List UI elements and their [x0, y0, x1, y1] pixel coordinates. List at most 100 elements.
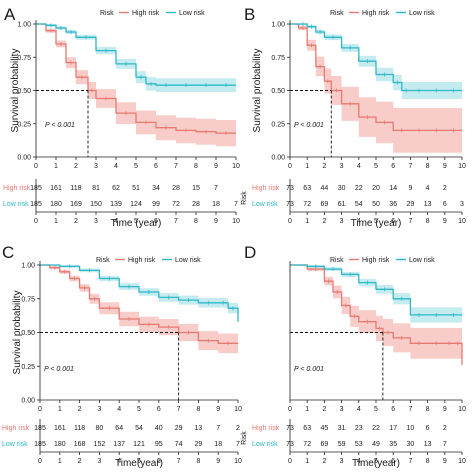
- risk-count-high: 40: [155, 425, 163, 432]
- risk-table-time: 6: [391, 218, 395, 225]
- risk-count-high: 2: [443, 425, 447, 432]
- risk-count-low: 73: [286, 201, 294, 208]
- risk-count-low: 139: [110, 201, 122, 208]
- risk-table-time: 4: [357, 218, 361, 225]
- x-tick-label: 4: [114, 163, 118, 170]
- x-tick-label: 2: [322, 406, 326, 413]
- risk-count-low: 168: [74, 441, 86, 448]
- legend: Risk High risk Low risk: [100, 10, 205, 17]
- risk-count-high: 63: [303, 185, 311, 192]
- risk-count-high: 62: [112, 185, 120, 192]
- risk-count-high: 118: [74, 425, 85, 432]
- risk-count-low: 49: [372, 441, 380, 448]
- x-tick-label: 0: [34, 163, 38, 170]
- risk-count-low: 29: [195, 441, 203, 448]
- risk-count-high: 29: [175, 425, 183, 432]
- legend-item-low: Low risk: [409, 10, 435, 17]
- y-tick-label: 0.75: [271, 55, 285, 62]
- y-tick-label: 0.50: [21, 330, 35, 337]
- x-tick-label: 2: [322, 163, 326, 170]
- legend-item-low: Low risk: [179, 10, 205, 17]
- panel-letter: D: [244, 243, 256, 262]
- y-tick-label: 0.25: [21, 364, 35, 371]
- risk-count-low: 53: [355, 441, 363, 448]
- x-tick-label: 7: [408, 406, 412, 413]
- panel-c: 0.000.250.500.751.000 1 2 3 4 5 6 7 8 9 10Survival…: [2, 243, 242, 469]
- risk-table-time: 2: [74, 218, 78, 225]
- y-tick-label: 1.00: [21, 263, 35, 270]
- x-tick-label: 8: [194, 163, 198, 170]
- risk-count-low: 185: [30, 201, 42, 208]
- legend-item-low: Low risk: [175, 257, 201, 264]
- risk-count-low: 74: [175, 441, 183, 448]
- y-axis-title: Survival probability: [10, 49, 21, 133]
- risk-count-high: 22: [355, 185, 363, 192]
- risk-count-high: 44: [321, 185, 329, 192]
- x-tick-label: 7: [177, 406, 181, 413]
- risk-count-low: 13: [424, 201, 432, 208]
- risk-count-high: 2: [443, 185, 447, 192]
- risk-table-time: 5: [374, 458, 378, 465]
- risk-table-time: 8: [196, 458, 200, 465]
- panel-letter: C: [2, 243, 14, 262]
- risk-count-high: 7: [216, 425, 220, 432]
- x-tick-label: 7: [174, 163, 178, 170]
- risk-count-high: 185: [30, 185, 42, 192]
- ci-band-low-d: [290, 265, 462, 323]
- risk-row-label-low: Low risk: [3, 201, 29, 208]
- legend: Risk High risk Low risk: [330, 10, 435, 17]
- risk-table-time: 1: [58, 458, 62, 465]
- risk-count-high: 28: [172, 185, 180, 192]
- x-tick-label: 0: [288, 406, 292, 413]
- x-tick-label: 10: [458, 163, 466, 170]
- x-tick-label: 8: [426, 163, 430, 170]
- y-axis-title: Survival probability: [12, 291, 23, 375]
- risk-count-low: 13: [424, 441, 432, 448]
- risk-count-low: 169: [70, 201, 82, 208]
- risk-table-time: 6: [391, 458, 395, 465]
- x-tick-label: 3: [340, 406, 344, 413]
- legend-title: Risk: [330, 257, 344, 264]
- risk-table-time: 0: [288, 218, 292, 225]
- x-axis-title: Time(year): [352, 458, 400, 469]
- risk-count-high: 2: [236, 425, 240, 432]
- risk-table-time: 2: [322, 458, 326, 465]
- risk-table-time: 4: [114, 218, 118, 225]
- risk-table-time: 10: [458, 458, 466, 465]
- risk-table-time: 7: [174, 218, 178, 225]
- risk-count-low: 99: [152, 201, 160, 208]
- risk-table-time: 4: [117, 458, 121, 465]
- x-tick-label: 4: [357, 406, 361, 413]
- risk-row-label-low: Low risk: [2, 441, 28, 448]
- x-tick-label: 6: [391, 163, 395, 170]
- risk-count-low: 121: [133, 441, 145, 448]
- legend: Risk High risk Low risk: [330, 257, 435, 264]
- risk-count-high: 54: [135, 425, 143, 432]
- risk-count-high: 63: [303, 425, 311, 432]
- p-value-label: P < 0.001: [45, 122, 75, 129]
- x-tick-label: 5: [374, 163, 378, 170]
- risk-table-time: 6: [157, 458, 161, 465]
- legend-item-high: High risk: [128, 257, 156, 264]
- y-tick-label: 0.75: [17, 55, 31, 62]
- ci-band-high-b: [290, 24, 462, 153]
- risk-table-time: 0: [288, 458, 292, 465]
- risk-count-high: 4: [426, 185, 430, 192]
- y-tick-label: 1.00: [271, 22, 285, 29]
- risk-count-high: 17: [389, 425, 397, 432]
- y-tick-label: 0.50: [17, 88, 31, 95]
- x-tick-label: 0: [38, 406, 42, 413]
- risk-table-time: 1: [305, 458, 309, 465]
- risk-table-time: 0: [34, 218, 38, 225]
- risk-row-label-high: High risk: [2, 425, 30, 432]
- risk-count-high: 14: [389, 185, 397, 192]
- risk-count-low: 150: [90, 201, 102, 208]
- risk-count-high: 13: [195, 425, 203, 432]
- risk-count-low: 185: [34, 441, 46, 448]
- x-tick-label: 5: [374, 406, 378, 413]
- risk-count-low: 18: [212, 201, 220, 208]
- risk-count-high: 10: [407, 425, 415, 432]
- risk-count-high: 185: [34, 425, 46, 432]
